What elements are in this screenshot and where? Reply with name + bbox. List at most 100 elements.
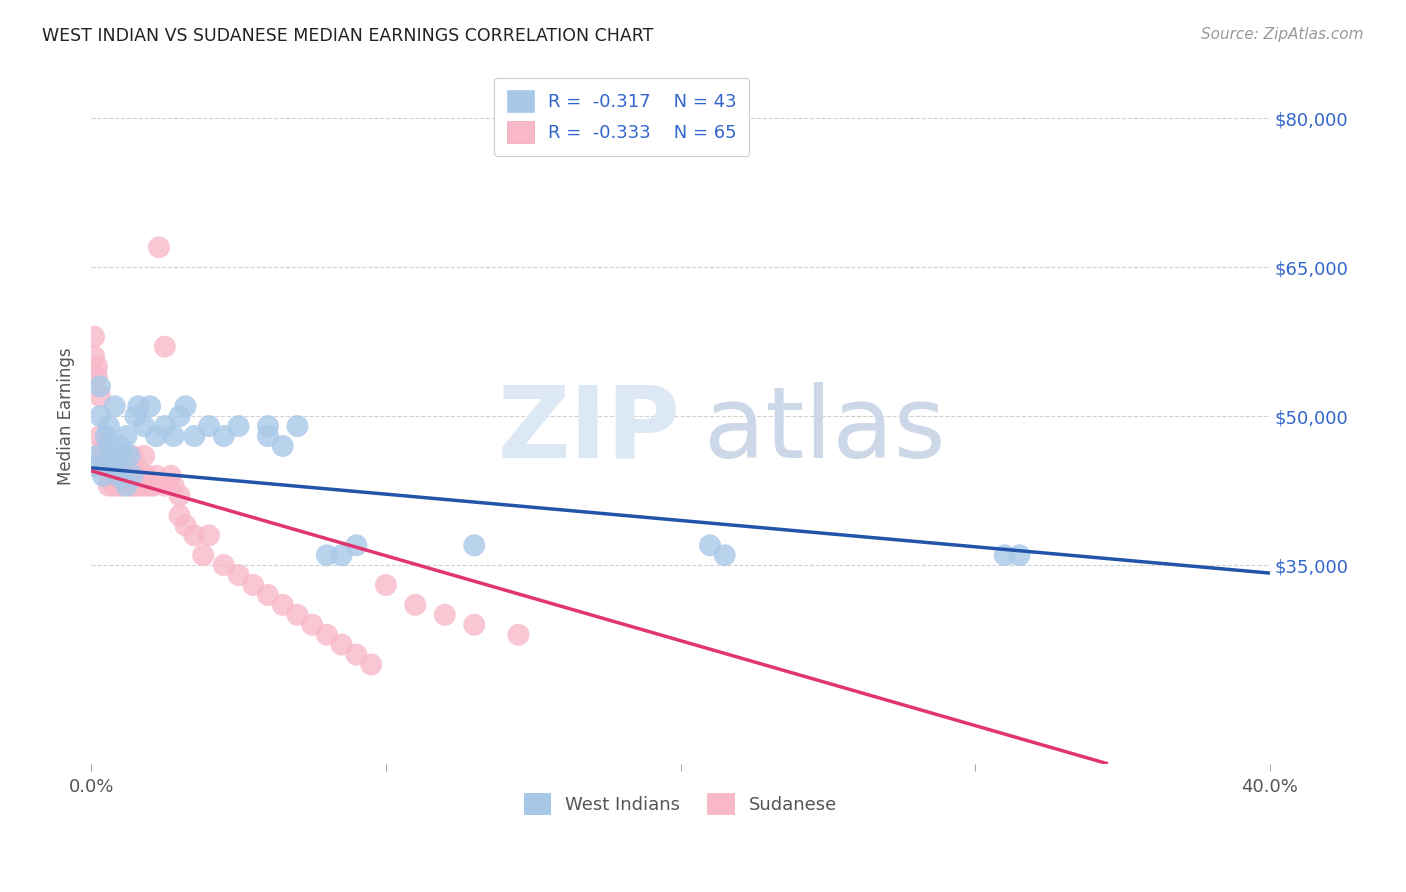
Point	[118, 479, 141, 493]
Point	[136, 468, 159, 483]
Point	[212, 429, 235, 443]
Point	[124, 458, 146, 473]
Point	[174, 399, 197, 413]
Point	[433, 607, 456, 622]
Point	[89, 389, 111, 403]
Point	[242, 578, 264, 592]
Point	[121, 449, 143, 463]
Point	[115, 449, 138, 463]
Point	[89, 429, 111, 443]
Point	[404, 598, 426, 612]
Point	[169, 508, 191, 523]
Point	[198, 419, 221, 434]
Point	[127, 479, 149, 493]
Point	[91, 468, 114, 483]
Point	[142, 479, 165, 493]
Point	[107, 458, 129, 473]
Point	[191, 548, 214, 562]
Point	[118, 449, 141, 463]
Point	[86, 359, 108, 374]
Point	[163, 429, 186, 443]
Point	[271, 439, 294, 453]
Point	[86, 369, 108, 384]
Point	[97, 419, 120, 434]
Point	[139, 479, 162, 493]
Point	[121, 468, 143, 483]
Point	[257, 419, 280, 434]
Point	[89, 379, 111, 393]
Point	[330, 638, 353, 652]
Text: ZIP: ZIP	[498, 382, 681, 479]
Point	[134, 479, 156, 493]
Point	[169, 409, 191, 424]
Point	[287, 607, 309, 622]
Point	[83, 329, 105, 343]
Point	[228, 419, 250, 434]
Point	[110, 439, 132, 453]
Point	[112, 458, 135, 473]
Point	[713, 548, 735, 562]
Text: WEST INDIAN VS SUDANESE MEDIAN EARNINGS CORRELATION CHART: WEST INDIAN VS SUDANESE MEDIAN EARNINGS …	[42, 27, 654, 45]
Point	[121, 468, 143, 483]
Point	[83, 458, 105, 473]
Point	[163, 479, 186, 493]
Point	[115, 479, 138, 493]
Point	[89, 409, 111, 424]
Point	[174, 518, 197, 533]
Point	[115, 458, 138, 473]
Point	[360, 657, 382, 672]
Point	[344, 648, 367, 662]
Point	[112, 449, 135, 463]
Point	[115, 429, 138, 443]
Point	[228, 568, 250, 582]
Point	[104, 458, 127, 473]
Point	[91, 439, 114, 453]
Point	[330, 548, 353, 562]
Point	[153, 419, 176, 434]
Point	[97, 439, 120, 453]
Y-axis label: Median Earnings: Median Earnings	[58, 347, 75, 485]
Point	[94, 458, 117, 473]
Point	[104, 468, 127, 483]
Point	[183, 429, 205, 443]
Point	[198, 528, 221, 542]
Point	[101, 449, 124, 463]
Point	[118, 468, 141, 483]
Point	[107, 468, 129, 483]
Point	[145, 468, 167, 483]
Point	[129, 468, 152, 483]
Point	[94, 449, 117, 463]
Point	[1008, 548, 1031, 562]
Point	[124, 409, 146, 424]
Point	[134, 419, 156, 434]
Point	[134, 449, 156, 463]
Point	[101, 458, 124, 473]
Text: atlas: atlas	[704, 382, 946, 479]
Point	[97, 479, 120, 493]
Point	[169, 489, 191, 503]
Point	[107, 449, 129, 463]
Point	[101, 449, 124, 463]
Point	[994, 548, 1017, 562]
Point	[148, 240, 170, 254]
Point	[110, 468, 132, 483]
Point	[344, 538, 367, 552]
Point	[127, 399, 149, 413]
Point	[124, 479, 146, 493]
Legend: West Indians, Sudanese: West Indians, Sudanese	[515, 784, 846, 824]
Point	[104, 399, 127, 413]
Point	[257, 588, 280, 602]
Point	[699, 538, 721, 552]
Point	[153, 340, 176, 354]
Point	[97, 468, 120, 483]
Point	[212, 558, 235, 573]
Point	[139, 399, 162, 413]
Point	[316, 548, 339, 562]
Point	[257, 429, 280, 443]
Point	[110, 479, 132, 493]
Point	[94, 429, 117, 443]
Point	[112, 468, 135, 483]
Point	[83, 350, 105, 364]
Point	[91, 449, 114, 463]
Point	[86, 449, 108, 463]
